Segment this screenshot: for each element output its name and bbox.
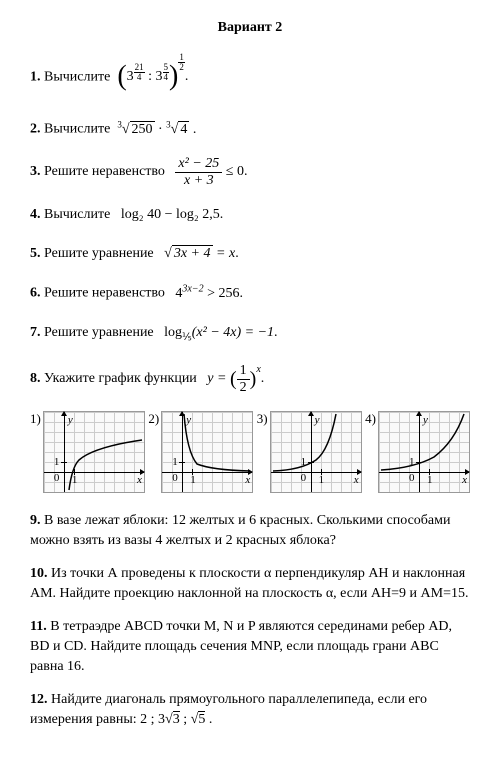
graph-box: y x 0 1 1 (270, 411, 362, 493)
curve-icon (271, 412, 361, 492)
expr-4: log₂ 40 − log₂ 2,5 (121, 207, 220, 222)
problem-verb: Решите неравенство (44, 164, 165, 179)
expr-5: √3x + 4 = x. (164, 245, 239, 261)
problem-3: 3. Решите неравенство x² − 25x + 3 ≤ 0. (30, 156, 470, 188)
problem-number: 7. (30, 325, 41, 340)
problem-verb: Решите уравнение (44, 246, 154, 261)
problem-text: Найдите диагональ прямоугольного паралле… (30, 692, 427, 727)
curve-icon (44, 412, 144, 492)
problem-11: 11. В тетраэдре АВСD точки M, N и P явля… (30, 617, 470, 676)
expr-2: 3√250 · 3√4 . (117, 122, 196, 137)
problem-number: 11. (30, 619, 47, 634)
problem-text: В вазе лежат яблоки: 12 желтых и 6 красн… (30, 513, 451, 548)
problem-5: 5. Решите уравнение √3x + 4 = x. (30, 241, 470, 266)
graph-label: 2) (148, 411, 159, 427)
graph-label: 1) (30, 411, 41, 427)
graph-box: y x 0 1 1 (161, 411, 253, 493)
problem-text: В тетраэдре АВСD точки M, N и P являются… (30, 619, 452, 673)
problem-1: 1. Вычислите (3214 : 354)12. (30, 52, 470, 102)
problem-verb: Вычислите (44, 122, 110, 137)
graph-label: 4) (365, 411, 376, 427)
problem-9: 9. В вазе лежат яблоки: 12 желтых и 6 кр… (30, 511, 470, 550)
curve-icon (162, 412, 252, 492)
graph-2: 2) y x 0 1 1 (148, 411, 253, 493)
expr-12: 2 ; 3√3 ; √5 . (140, 711, 212, 727)
problem-text: Из точки А проведены к плоскости α перпе… (30, 566, 468, 601)
expr-3: x² − 25x + 3 ≤ 0. (175, 164, 247, 179)
graph-3: 3) y x 0 1 1 (257, 411, 362, 493)
problem-6: 6. Решите неравенство 43x−2 > 256. (30, 280, 470, 306)
graph-label: 3) (257, 411, 268, 427)
expr-6: 43x−2 > 256. (175, 286, 243, 301)
problem-4: 4. Вычислите log₂ 40 − log₂ 2,5. (30, 202, 470, 227)
problem-number: 8. (30, 371, 41, 386)
problem-verb: Вычислите (44, 207, 110, 222)
problem-number: 5. (30, 246, 41, 261)
problem-verb: Вычислите (44, 69, 110, 84)
problem-7: 7. Решите уравнение log⅕(x² − 4x) = −1. (30, 320, 470, 347)
graph-box: y x 0 1 1 (43, 411, 145, 493)
problem-number: 4. (30, 207, 41, 222)
problem-verb: Укажите график функции (44, 371, 197, 386)
problem-12: 12. Найдите диагональ прямоугольного пар… (30, 690, 470, 729)
problem-number: 10. (30, 566, 48, 581)
expr-1: (3214 : 354)12. (117, 69, 188, 84)
graph-4: 4) y x 0 1 1 (365, 411, 470, 493)
problem-2: 2. Вычислите 3√250 · 3√4 . (30, 116, 470, 142)
problem-number: 12. (30, 692, 48, 707)
problem-number: 9. (30, 513, 41, 528)
expr-8: y = (12)x. (207, 371, 264, 386)
problem-number: 1. (30, 69, 41, 84)
graph-1: 1) y x 0 1 1 (30, 411, 145, 493)
graph-box: y x 0 1 1 (378, 411, 470, 493)
problem-number: 2. (30, 122, 41, 137)
curve-icon (379, 412, 469, 492)
problem-verb: Решите неравенство (44, 286, 165, 301)
problem-8: 8. Укажите график функции y = (12)x. (30, 361, 470, 397)
problem-verb: Решите уравнение (44, 325, 154, 340)
variant-title: Вариант 2 (30, 20, 470, 36)
problem-number: 3. (30, 164, 41, 179)
problem-10: 10. Из точки А проведены к плоскости α п… (30, 564, 470, 603)
expr-7: log⅕(x² − 4x) = −1. (164, 325, 277, 340)
problem-number: 6. (30, 286, 41, 301)
graphs-container: 1) y x 0 1 1 2) y x 0 1 (30, 411, 470, 493)
